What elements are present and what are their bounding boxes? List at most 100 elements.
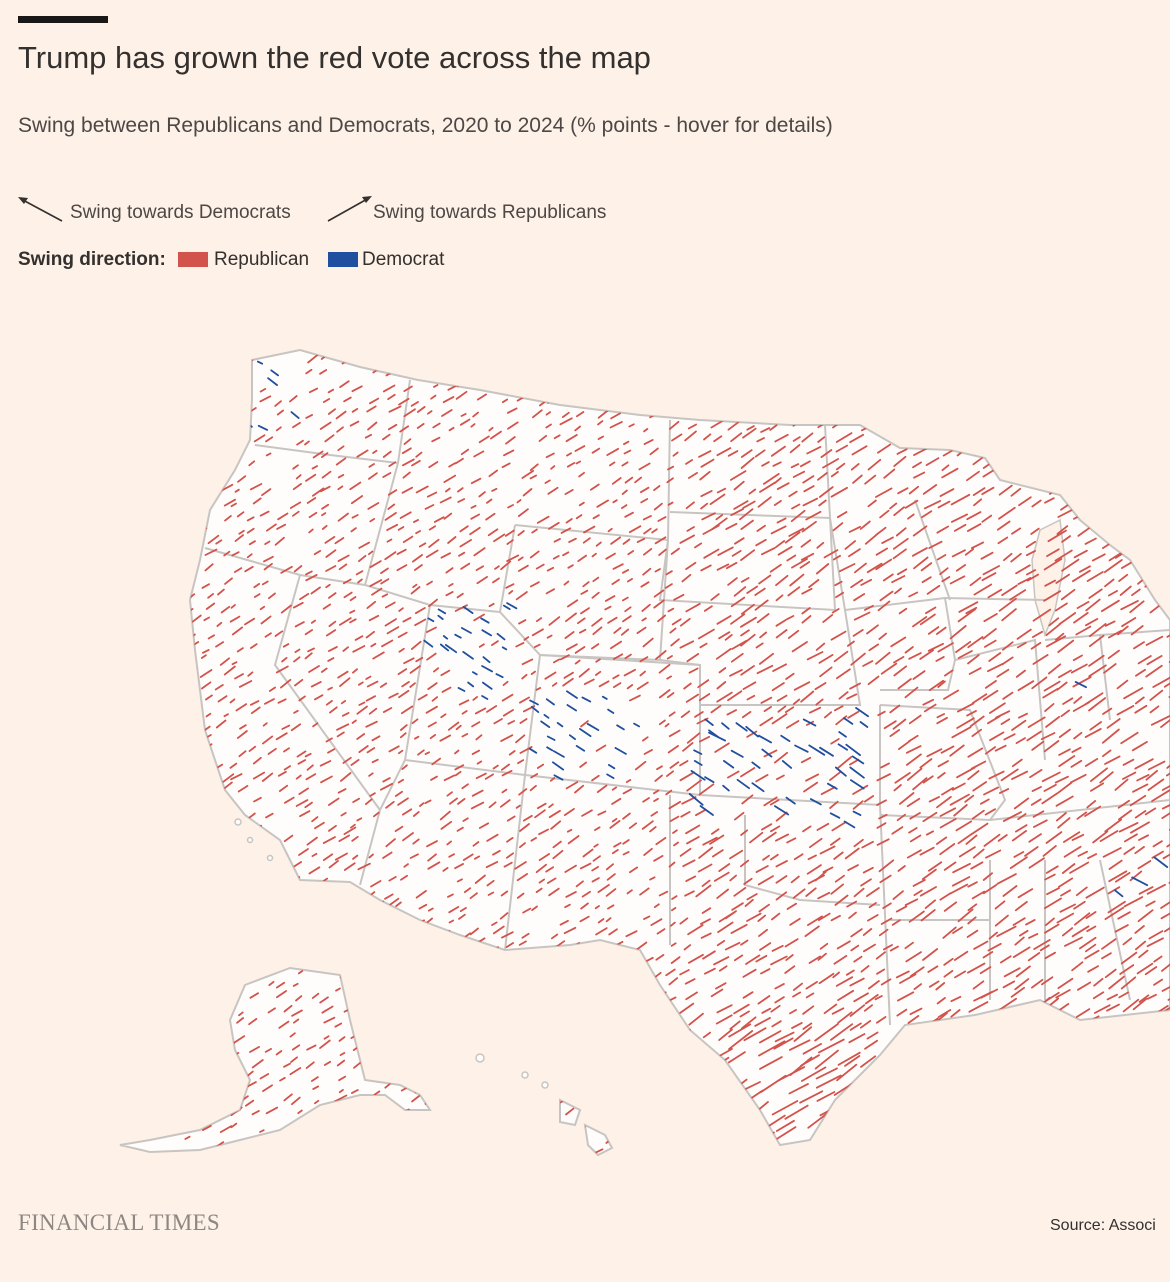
rep-swing-arrow (232, 407, 245, 417)
rep-swing-arrow (641, 617, 647, 622)
rep-swing-arrow (387, 393, 396, 401)
rep-swing-arrow (221, 1102, 229, 1108)
rep-swing-arrow (702, 392, 711, 400)
rep-swing-arrow (1134, 810, 1147, 819)
rep-swing-arrow (1107, 378, 1120, 386)
rep-swing-arrow (845, 1093, 862, 1106)
rep-swing-arrow (709, 834, 725, 845)
rep-swing-arrow (868, 980, 880, 990)
rep-swing-arrow (504, 967, 511, 972)
dem-swing-arrow (437, 614, 444, 620)
rep-swing-arrow (567, 599, 579, 608)
rep-swing-arrow (370, 880, 382, 888)
rep-swing-arrow (233, 567, 243, 573)
rep-swing-arrow (729, 669, 743, 677)
rep-swing-arrow (474, 874, 486, 884)
rep-swing-arrow (988, 931, 998, 940)
rep-swing-arrow (740, 456, 755, 469)
rep-swing-arrow (640, 998, 649, 1004)
rep-swing-arrow (342, 756, 352, 764)
rep-swing-arrow (1076, 601, 1090, 609)
rep-swing-arrow (611, 399, 620, 406)
rep-swing-arrow (668, 729, 681, 738)
rep-swing-arrow (381, 639, 394, 648)
rep-swing-arrow (1123, 846, 1136, 855)
rep-swing-arrow (349, 420, 360, 427)
rep-swing-arrow (1134, 354, 1152, 366)
rep-swing-arrow (263, 890, 272, 897)
rep-swing-arrow (818, 486, 834, 498)
rep-swing-arrow (957, 908, 974, 923)
rep-swing-arrow (364, 433, 373, 439)
rep-swing-arrow (341, 918, 347, 923)
rep-swing-arrow (973, 940, 989, 950)
rep-swing-arrow (1041, 1053, 1056, 1064)
rep-swing-arrow (1070, 457, 1085, 470)
rep-swing-arrow (208, 477, 215, 484)
rep-swing-arrow (994, 1032, 1006, 1041)
us-swing-map[interactable] (0, 290, 1170, 1180)
rep-swing-arrow (909, 966, 925, 977)
rep-swing-arrow (921, 576, 932, 584)
rep-swing-arrow (1147, 1107, 1164, 1118)
rep-swing-arrow (470, 801, 485, 810)
rep-swing-arrow (670, 1057, 678, 1064)
rep-swing-arrow (987, 1119, 1000, 1129)
rep-swing-arrow (627, 578, 633, 583)
rep-swing-arrow (913, 889, 923, 896)
rep-swing-arrow (336, 426, 344, 433)
rep-swing-arrow (1000, 718, 1011, 725)
rep-swing-arrow (1088, 697, 1106, 712)
rep-swing-arrow (310, 681, 322, 688)
rep-swing-arrow (1134, 758, 1154, 770)
rep-swing-arrow (343, 862, 356, 871)
rep-swing-arrow (1075, 1145, 1092, 1155)
rep-swing-arrow (759, 481, 776, 493)
rep-swing-arrow (771, 1100, 799, 1116)
rep-swing-arrow (1122, 937, 1133, 946)
rep-swing-arrow (412, 519, 420, 523)
rep-swing-arrow (628, 361, 636, 367)
rep-swing-arrow (657, 516, 667, 522)
rep-swing-arrow (419, 802, 425, 807)
rep-swing-arrow (801, 1066, 827, 1082)
rep-swing-arrow (439, 810, 451, 821)
rep-swing-arrow (967, 747, 984, 758)
rep-swing-arrow (412, 811, 420, 817)
rep-swing-arrow (189, 892, 197, 898)
rep-swing-arrow (441, 686, 452, 693)
rep-swing-arrow (666, 692, 675, 699)
rep-swing-arrow (831, 608, 840, 614)
rep-swing-arrow (501, 931, 514, 939)
rep-swing-arrow (215, 969, 225, 977)
rep-swing-arrow (907, 372, 919, 380)
rep-swing-arrow (217, 892, 227, 900)
rep-swing-arrow (775, 594, 784, 602)
rep-swing-arrow (456, 592, 464, 599)
rep-swing-arrow (611, 990, 623, 999)
rep-swing-arrow (820, 786, 836, 796)
rep-swing-arrow (579, 350, 586, 354)
rep-swing-arrow (1153, 978, 1163, 986)
rep-swing-arrow (373, 1090, 381, 1096)
rep-swing-arrow (489, 1148, 497, 1154)
rep-swing-arrow (1025, 1108, 1039, 1117)
rep-swing-arrow (973, 441, 992, 456)
rep-swing-arrow (478, 435, 490, 444)
rep-swing-arrow (192, 929, 200, 935)
rep-swing-arrow (1106, 718, 1121, 729)
rep-swing-arrow (994, 900, 1006, 910)
rep-swing-arrow (927, 626, 940, 635)
rep-swing-arrow (1010, 986, 1025, 998)
rep-swing-arrow (234, 534, 245, 542)
rep-swing-arrow (729, 874, 737, 882)
rep-swing-arrow (425, 917, 434, 924)
rep-swing-arrow (427, 853, 437, 862)
rep-swing-arrow (565, 1107, 575, 1116)
rep-swing-arrow (909, 834, 922, 843)
rep-swing-arrow (592, 1084, 600, 1091)
rep-swing-arrow (1131, 471, 1150, 483)
rep-swing-arrow (895, 1082, 910, 1096)
rep-swing-arrow (836, 511, 848, 519)
rep-swing-arrow (942, 399, 952, 406)
